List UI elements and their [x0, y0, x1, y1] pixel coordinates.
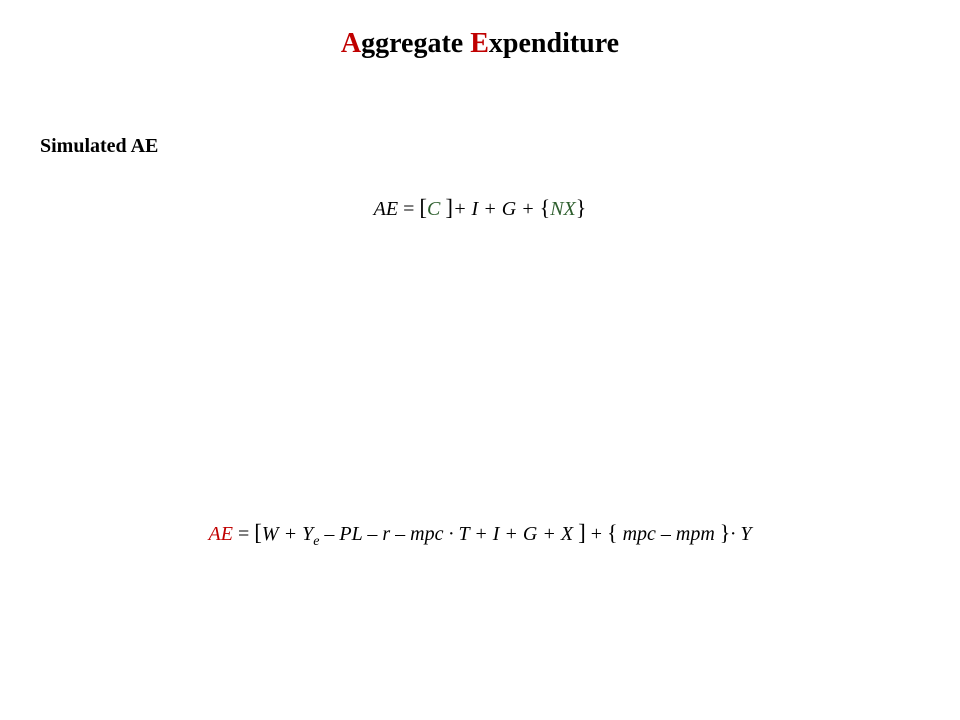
eq2-inner2: – PL – r – mpc · T + I + G + X [319, 523, 578, 545]
eq2-lbrace: { [607, 520, 618, 545]
title-xpenditure: xpenditure [489, 28, 619, 59]
eq1-NX: NX [550, 198, 576, 220]
eq2-inner-brace: mpc – mpm [618, 523, 720, 545]
eq1-rbrace: } [576, 195, 587, 220]
eq1-C: C [427, 198, 445, 220]
slide: Aggregate Expenditure Simulated AE AE = … [0, 0, 960, 720]
eq2-rbracket: ] [578, 520, 586, 545]
title-letter-A: A [341, 28, 361, 59]
title-letter-E: E [470, 28, 489, 59]
page-title: Aggregate Expenditure [0, 28, 960, 60]
eq2-inner1: W + Y [262, 523, 313, 545]
eq1-lbrace: { [540, 195, 551, 220]
equation-2: AE = [W + Ye – PL – r – mpc · T + I + G … [0, 520, 960, 550]
eq2-lbracket: [ [254, 520, 262, 545]
eq2-dotY: · Y [730, 523, 751, 545]
eq1-lbracket: [ [419, 195, 427, 220]
eq1-rbracket: ] [445, 195, 453, 220]
equation-1: AE = [C ]+ I + G + {NX} [0, 195, 960, 221]
subheading: Simulated AE [40, 135, 158, 158]
eq1-equals: = [398, 198, 419, 220]
eq2-plus: + [586, 523, 607, 545]
eq2-rbrace: } [720, 520, 731, 545]
eq2-lhs: AE [209, 523, 233, 545]
eq1-lhs: AE [374, 198, 398, 220]
title-ggregate: ggregate [361, 28, 470, 59]
eq2-equals: = [233, 523, 254, 545]
eq1-mid: + I + G + [453, 198, 540, 220]
